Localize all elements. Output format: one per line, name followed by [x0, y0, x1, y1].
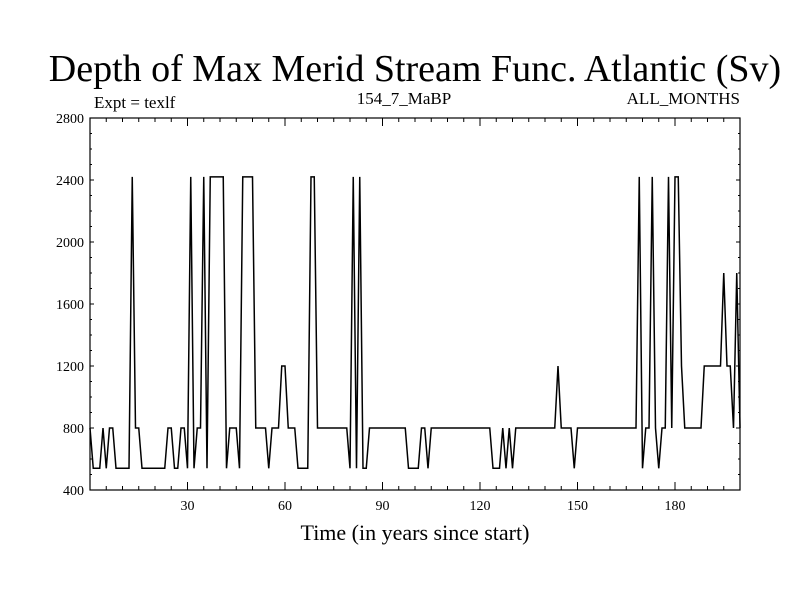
x-tick-label: 90 — [376, 499, 390, 514]
x-tick-label: 150 — [567, 499, 588, 514]
plot-area: 400 800 1200 1600 2000 2400 2800 30 60 90 120 150 18… — [56, 112, 741, 514]
x-tick-label: 120 — [470, 499, 491, 514]
y-tick-label: 800 — [63, 422, 84, 437]
y-tick-label: 400 — [63, 484, 84, 499]
period-label: 154_7_MaBP — [357, 89, 451, 108]
chart-title: Depth of Max Merid Stream Func. Atlantic… — [49, 48, 781, 90]
y-tick-label: 1200 — [56, 360, 84, 375]
y-tick-label: 2000 — [56, 236, 84, 251]
y-tick-label: 2800 — [56, 112, 84, 127]
y-tick-label: 1600 — [56, 298, 84, 313]
experiment-label: Expt = texlf — [94, 93, 176, 112]
x-tick-label: 30 — [181, 499, 195, 514]
x-tick-label: 180 — [665, 499, 686, 514]
x-axis-label: Time (in years since start) — [301, 520, 530, 545]
y-tick-label: 2400 — [56, 174, 84, 189]
series-line — [89, 176, 741, 470]
months-label: ALL_MONTHS — [627, 89, 740, 108]
x-tick-label: 60 — [278, 499, 292, 514]
